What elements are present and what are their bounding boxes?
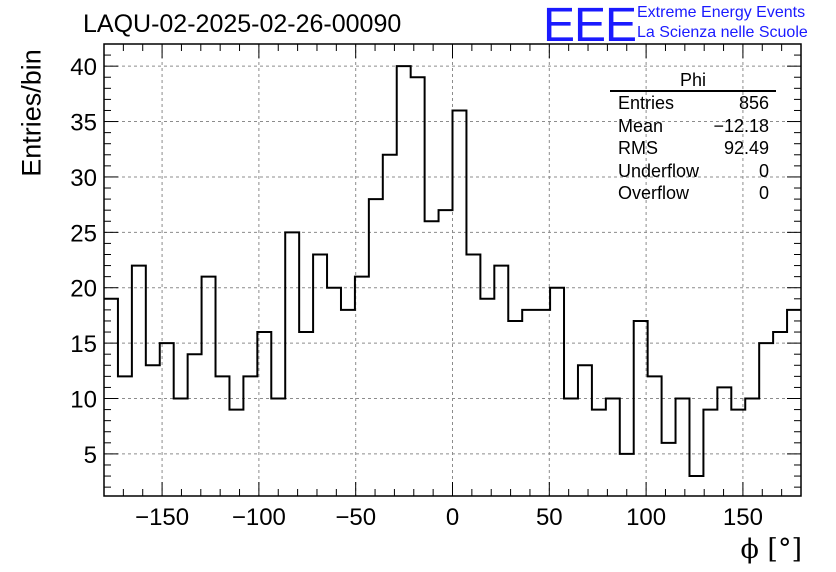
histogram-bar bbox=[411, 77, 425, 496]
histogram-bar bbox=[606, 399, 620, 496]
histogram-bar bbox=[689, 476, 703, 496]
y-tick-label: 25 bbox=[70, 220, 97, 247]
x-tick-label: 150 bbox=[723, 504, 763, 531]
histogram-bar bbox=[202, 277, 216, 496]
y-tick-label: 5 bbox=[84, 442, 97, 469]
histogram-bar bbox=[536, 310, 550, 496]
histogram-bar bbox=[355, 277, 369, 496]
histogram-bar bbox=[648, 376, 662, 496]
histogram-bar bbox=[717, 387, 731, 496]
stats-row-rms: RMS 92.49 bbox=[610, 137, 776, 160]
x-tick-label: −150 bbox=[135, 504, 189, 531]
stats-value: 0 bbox=[758, 160, 769, 181]
histogram-bar bbox=[216, 376, 230, 496]
histogram-bar bbox=[299, 332, 313, 496]
stats-key: Mean bbox=[618, 115, 664, 136]
x-tick-label: −100 bbox=[232, 504, 286, 531]
stats-value: 92.49 bbox=[723, 138, 769, 158]
stats-value: −12.18 bbox=[713, 115, 769, 136]
y-tick-label: 15 bbox=[70, 331, 97, 358]
histogram-bar bbox=[313, 254, 327, 496]
histogram-bar bbox=[494, 266, 508, 496]
x-axis-label: ϕ [°] bbox=[740, 534, 802, 565]
x-tick-label: −50 bbox=[335, 504, 376, 531]
histogram-bar bbox=[564, 399, 578, 496]
logo-line-1: Extreme Energy Events bbox=[637, 4, 806, 21]
histogram-bar bbox=[466, 254, 480, 496]
y-tick-label: 10 bbox=[70, 387, 97, 414]
y-tick-label: 35 bbox=[70, 110, 97, 137]
y-tick-label: 40 bbox=[70, 54, 97, 81]
histogram-bar bbox=[508, 321, 522, 496]
histogram-bar bbox=[745, 399, 759, 496]
histogram-bar bbox=[160, 343, 174, 496]
histogram-bar bbox=[522, 310, 536, 496]
histogram-bar bbox=[118, 376, 132, 496]
histogram-bar bbox=[104, 299, 118, 496]
histogram-bar bbox=[453, 110, 467, 496]
x-tick-label: 0 bbox=[446, 504, 459, 531]
histogram-bar bbox=[271, 399, 285, 496]
histogram-bar bbox=[327, 288, 341, 496]
histogram-bar bbox=[425, 221, 439, 496]
histogram-bar bbox=[188, 354, 202, 496]
stats-value: 0 bbox=[758, 183, 769, 203]
histogram-bar bbox=[132, 266, 146, 496]
histogram-bar bbox=[146, 365, 160, 496]
x-tick-label: 50 bbox=[536, 504, 563, 531]
histogram-bar bbox=[480, 299, 494, 496]
histogram-bar bbox=[662, 443, 676, 496]
histogram-bar bbox=[243, 376, 257, 496]
histogram-bar bbox=[439, 210, 453, 496]
histogram-bar bbox=[174, 399, 188, 496]
histogram-bar bbox=[285, 232, 299, 496]
histogram-bar bbox=[759, 343, 773, 496]
histogram-bar bbox=[634, 321, 648, 496]
stats-value: 856 bbox=[738, 93, 769, 113]
chart-title: LAQU-02-2025-02-26-00090 bbox=[83, 10, 402, 38]
stats-key: RMS bbox=[618, 138, 658, 158]
histogram-bar bbox=[341, 310, 355, 496]
histogram-bar bbox=[773, 332, 787, 496]
histogram-bar bbox=[257, 332, 271, 496]
y-tick-label: 30 bbox=[70, 165, 97, 192]
stats-box: Phi Entries 856 Mean −12.18 RMS 92.49 Un… bbox=[610, 70, 776, 205]
stats-row-overflow: Overflow 0 bbox=[610, 182, 776, 205]
stats-title: Phi bbox=[610, 70, 776, 92]
x-tick-label: 100 bbox=[626, 504, 666, 531]
y-tick-label: 20 bbox=[70, 276, 97, 303]
histogram-bar bbox=[397, 66, 411, 496]
stats-key: Overflow bbox=[618, 183, 690, 203]
histogram-bar bbox=[578, 365, 592, 496]
histogram-bar bbox=[229, 410, 243, 496]
histogram-bar bbox=[550, 288, 564, 496]
histogram-bar bbox=[592, 410, 606, 496]
histogram-bar bbox=[369, 199, 383, 496]
histogram-bar bbox=[383, 155, 397, 496]
histogram-bar bbox=[703, 410, 717, 496]
stats-row-mean: Mean −12.18 bbox=[610, 115, 776, 138]
histogram-outline bbox=[104, 65, 801, 478]
stats-row-underflow: Underflow 0 bbox=[610, 160, 776, 183]
histogram-bar bbox=[676, 399, 690, 496]
stats-row-entries: Entries 856 bbox=[610, 92, 776, 115]
logo-line-2: La Scienza nelle Scuole bbox=[637, 24, 808, 41]
histogram-bar bbox=[787, 310, 801, 496]
stats-key: Underflow bbox=[618, 160, 700, 181]
stats-key: Entries bbox=[618, 93, 675, 113]
